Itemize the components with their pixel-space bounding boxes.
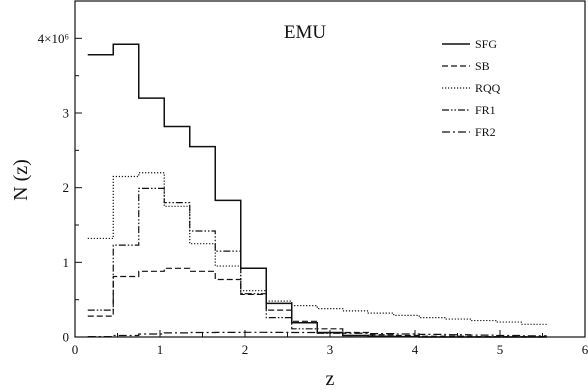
y-tick-label: 1: [63, 255, 70, 270]
y-tick-label: 0: [63, 330, 70, 345]
series-layer: [87, 43, 547, 338]
series-line-fr2: [87, 331, 547, 338]
y-axis-ticks: 0 1 2 3 4×10⁶: [38, 0, 82, 345]
y-tick-label: 4×10⁶: [38, 31, 69, 46]
x-tick-label: 3: [327, 342, 334, 357]
series-line-sb: [87, 267, 547, 338]
x-axis-label: z: [326, 368, 335, 390]
legend-label-fr2: FR2: [475, 125, 496, 139]
y-axis-label: N (z): [10, 159, 32, 201]
legend: SFG SB RQQ FR1 FR2: [442, 37, 501, 139]
plot-frame: [74, 0, 586, 338]
series-line-rqq: [87, 172, 547, 325]
x-axis-ticks: 0 1 2 3 4 5 6: [72, 330, 588, 357]
x-tick-label: 6: [582, 342, 588, 357]
x-tick-label: 1: [157, 342, 164, 357]
y-tick-label: 3: [63, 106, 70, 121]
x-tick-label: 5: [497, 342, 504, 357]
legend-label-fr1: FR1: [475, 103, 496, 117]
legend-label-rqq: RQQ: [475, 81, 501, 95]
legend-label-sb: SB: [475, 59, 490, 73]
legend-label-sfg: SFG: [475, 37, 497, 51]
x-tick-label: 4: [412, 342, 419, 357]
x-tick-label: 0: [72, 342, 79, 357]
series-line-fr1: [87, 187, 547, 338]
chart-title: EMU: [284, 22, 327, 43]
y-tick-label: 2: [63, 180, 70, 195]
x-tick-label: 2: [242, 342, 249, 357]
